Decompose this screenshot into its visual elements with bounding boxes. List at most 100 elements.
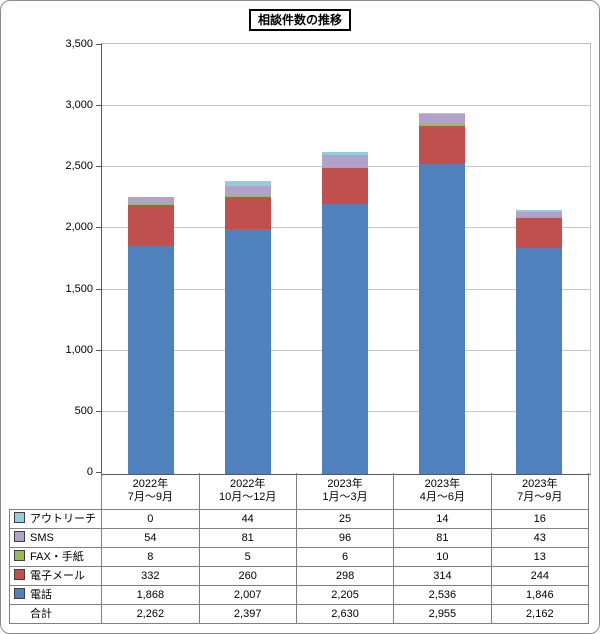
legend-key-icon [14,569,25,580]
category-header-row: 2022年 7月～9月 2022年 10月～12月 2023年 1月～3月 2023年 4月～… [9,473,590,510]
y-axis-tick [96,166,101,168]
category-year: 2023年 [522,478,558,490]
series-value: 43 [490,528,590,548]
series-value: 2,007 [198,585,297,605]
bar-segment [322,204,368,474]
y-axis-label: 2,500 [65,160,93,173]
series-value: 2,536 [393,585,492,605]
gridline [102,105,590,107]
legend-key-icon [14,588,25,599]
series-row-header: FAX・手紙 [8,547,103,567]
series-value: 14 [393,509,492,529]
table-row: FAX・手紙 8 5 6 10 13 [8,547,590,567]
y-axis-tick [96,227,101,229]
category-months: 10月～12月 [218,491,277,503]
category-months: 7月～9月 [517,491,563,503]
series-value: 13 [490,547,590,567]
y-axis-tick [96,349,101,351]
data-table: 2022年 7月～9月 2022年 10月～12月 2023年 1月～3月 2023年 4月～… [8,473,590,624]
bar-segment [419,124,466,126]
series-value: 16 [490,509,590,529]
bar-segment [322,152,368,156]
series-value: 44 [198,509,297,529]
bar-segment [224,228,271,474]
series-value: 298 [295,566,395,586]
series-value: 81 [393,528,492,548]
stacked-bar [516,209,563,474]
series-value: 10 [393,547,492,567]
y-axis-label: 2,000 [65,221,93,234]
y-axis-label: 500 [74,404,93,417]
bar-segment [322,167,368,205]
series-value: 244 [490,566,590,586]
series-name: 電子メール [30,570,85,582]
total-row-header: 合計 [8,604,103,624]
y-axis-label: 1,000 [65,343,93,356]
y-axis-label: 0 [86,466,93,478]
category-months: 7月～9月 [127,491,173,503]
bar-segment [224,196,271,197]
stacked-bar [322,152,368,474]
series-value: 25 [295,509,395,529]
series-name: 電話 [30,589,52,601]
table-row: 電子メール 332 260 298 314 244 [8,566,590,586]
category-months: 4月～6月 [419,491,466,503]
series-row-header: 電子メール [8,566,103,586]
bar-segment [516,209,563,212]
legend-key-icon [14,531,25,542]
table-row: 電話 1,868 2,007 2,205 2,536 1,846 [8,585,590,605]
series-name: SMS [30,532,54,544]
bar-segment [127,204,174,246]
stacked-bar [419,112,466,474]
bar-segment [322,155,368,168]
category-year: 2022年 [132,478,169,490]
bar-segment [224,180,271,187]
bar-segment [516,218,563,249]
plot-area [101,43,591,475]
series-value: 2,205 [295,585,395,605]
total-value: 2,397 [198,604,297,624]
table-corner-cell [9,473,103,510]
series-value: 1,846 [490,585,590,605]
y-axis-tick [96,410,101,412]
total-value: 2,955 [393,604,492,624]
category-label: 2023年 7月～9月 [490,473,590,510]
series-value: 314 [393,566,492,586]
total-value: 2,262 [101,604,200,624]
bar-segment [419,114,466,125]
bar-segment [419,112,466,115]
table-row: SMS 54 81 96 81 43 [8,528,590,548]
y-axis-tick [96,472,101,473]
y-axis-tick [96,44,101,45]
series-row-header: アウトリーチ [8,509,103,529]
y-axis-label: 3,500 [65,38,93,50]
series-name: アウトリーチ [30,513,96,525]
chart-title: 相談件数の推移 [248,9,352,31]
bar-segment [224,186,271,197]
series-value: 81 [198,528,297,548]
series-value: 54 [101,528,200,548]
series-value: 1,868 [101,585,200,605]
bar-segment [127,245,174,474]
bar-segment [419,125,466,164]
table-row: アウトリーチ 0 44 25 14 16 [8,509,590,529]
category-year: 2022年 [229,478,266,490]
bar-segment [322,167,368,168]
series-value: 332 [101,566,200,586]
y-axis-label: 1,500 [65,282,93,295]
legend-key-icon [14,550,25,561]
category-months: 1月～3月 [322,491,368,503]
bar-segment [516,211,563,217]
category-label: 2023年 1月～3月 [295,473,395,510]
series-value: 6 [295,547,395,567]
legend-key-icon [14,512,25,523]
total-value: 2,162 [490,604,590,624]
series-row-header: 電話 [8,585,103,605]
series-name: FAX・手紙 [30,551,84,563]
category-label: 2023年 4月～6月 [393,473,492,510]
series-value: 5 [198,547,297,567]
category-label: 2022年 7月～9月 [101,473,200,510]
total-value: 2,630 [295,604,395,624]
